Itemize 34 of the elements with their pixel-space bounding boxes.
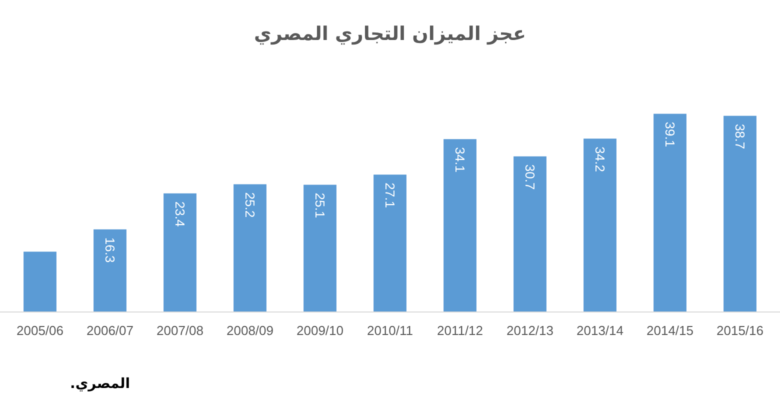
data-label: 34.1 bbox=[452, 147, 468, 172]
data-label: 34.2 bbox=[592, 146, 608, 172]
x-tick-label: 2007/08 bbox=[156, 323, 204, 338]
bar bbox=[724, 116, 756, 312]
data-label: 23.4 bbox=[172, 201, 188, 227]
bar bbox=[374, 174, 406, 312]
bar bbox=[444, 139, 476, 312]
data-label: 39.1 bbox=[662, 122, 678, 148]
bar bbox=[234, 184, 266, 312]
text: المصري. bbox=[70, 376, 130, 392]
bar bbox=[24, 252, 56, 312]
bar bbox=[164, 193, 196, 312]
data-label: 30.7 bbox=[522, 164, 538, 190]
x-tick-label: 2012/13 bbox=[506, 323, 554, 338]
x-tick-label: 2009/10 bbox=[296, 323, 344, 338]
bar bbox=[304, 184, 336, 312]
x-tick-label: 2013/14 bbox=[576, 323, 624, 338]
bar bbox=[584, 138, 616, 312]
x-tick-label: 2006/07 bbox=[86, 323, 134, 338]
x-tick-label: 2015/16 bbox=[716, 323, 764, 338]
chart-title: عجز الميزان التجاري المصري bbox=[254, 23, 526, 45]
x-tick-label: 2010/11 bbox=[366, 323, 414, 338]
x-tick-label: 2005/06 bbox=[16, 323, 64, 338]
bar bbox=[514, 156, 546, 312]
x-tick-label: 2011/12 bbox=[436, 323, 484, 338]
bar bbox=[94, 229, 126, 312]
data-label: 25.2 bbox=[242, 192, 258, 218]
data-label: 16.3 bbox=[102, 237, 118, 263]
data-label: 38.7 bbox=[732, 124, 748, 150]
x-tick-label: 2014/15 bbox=[646, 323, 694, 338]
x-tick-label: 2008/09 bbox=[226, 323, 274, 338]
data-label: 27.1 bbox=[382, 182, 398, 208]
bar bbox=[654, 114, 686, 312]
data-label: 25.1 bbox=[312, 192, 328, 218]
